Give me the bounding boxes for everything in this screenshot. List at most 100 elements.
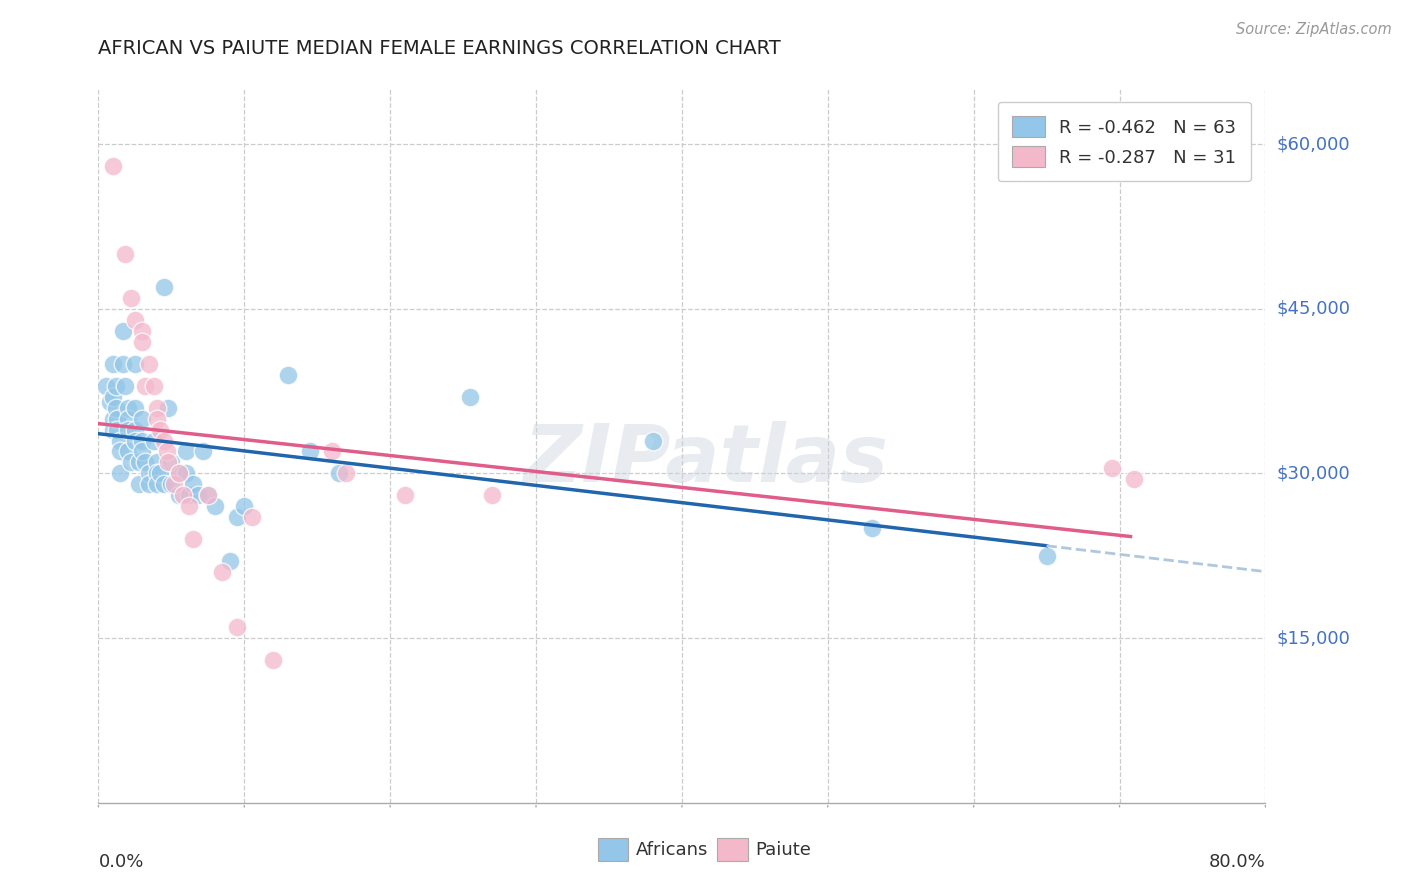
Point [641,434,664,448]
Point [1035,549,1057,563]
Point [181,477,204,491]
Point [193,444,215,458]
Point [226,620,249,634]
Text: $60,000: $60,000 [1277,135,1350,153]
Point [160,477,183,491]
Point [167,467,190,481]
Text: $30,000: $30,000 [1277,465,1350,483]
Text: $45,000: $45,000 [1277,300,1351,318]
Point [128,477,150,491]
Point [110,467,132,481]
Point [197,488,219,502]
Point [157,455,180,469]
Point [460,390,482,404]
Point [124,423,146,437]
Point [211,566,233,580]
Point [105,423,128,437]
Point [124,434,146,448]
Point [146,467,169,481]
Point [167,488,190,502]
Point [153,477,176,491]
Text: Source: ZipAtlas.com: Source: ZipAtlas.com [1236,22,1392,37]
Point [110,434,132,448]
Point [163,477,186,491]
Point [174,467,197,481]
Point [117,423,139,437]
Point [240,510,263,524]
Point [112,357,135,371]
Point [101,159,124,173]
Point [131,334,153,349]
Text: Africans: Africans [636,840,707,859]
Point [860,521,883,535]
Point [328,467,350,481]
Point [128,455,150,469]
Point [104,378,127,392]
Point [124,312,146,326]
Point [131,444,153,458]
Point [157,401,180,415]
Point [105,411,128,425]
Point [138,357,160,371]
Point [181,533,204,547]
Point [131,434,153,448]
Point [153,280,176,294]
Point [167,467,190,481]
Point [134,378,156,392]
Point [233,500,256,514]
Point [177,500,200,514]
Point [177,488,200,502]
Point [101,357,124,371]
Text: $15,000: $15,000 [1277,629,1350,647]
Point [146,411,169,425]
Point [146,401,169,415]
Point [114,378,136,392]
Text: ZIPatlas: ZIPatlas [523,421,887,500]
Point [117,401,139,415]
Point [117,411,139,425]
Point [101,411,124,425]
Point [1123,472,1146,486]
Point [124,357,146,371]
Point [120,455,142,469]
Point [117,444,139,458]
Point [94,378,117,392]
Point [146,477,169,491]
Point [394,488,416,502]
Point [204,500,226,514]
Point [262,653,284,667]
Point [174,444,197,458]
Point [481,488,503,502]
Point [149,423,172,437]
Point [226,510,249,524]
Point [153,434,176,448]
Point [146,455,169,469]
Text: 0.0%: 0.0% [98,853,143,871]
Point [101,390,124,404]
Text: 80.0%: 80.0% [1209,853,1265,871]
Point [131,324,153,338]
Point [149,467,172,481]
Point [120,291,142,305]
Point [321,444,343,458]
Point [138,467,160,481]
Point [172,488,194,502]
Point [160,455,183,469]
Point [104,401,127,415]
Point [197,488,219,502]
Point [114,247,136,261]
Text: AFRICAN VS PAIUTE MEDIAN FEMALE EARNINGS CORRELATION CHART: AFRICAN VS PAIUTE MEDIAN FEMALE EARNINGS… [98,39,782,58]
Point [138,477,160,491]
Point [142,434,165,448]
Point [101,423,124,437]
Point [187,488,209,502]
Point [142,378,165,392]
Point [156,444,179,458]
Point [335,467,357,481]
Point [134,455,156,469]
Point [277,368,299,382]
Point [1101,461,1123,475]
Point [131,411,153,425]
Point [98,395,121,409]
Point [218,554,240,568]
